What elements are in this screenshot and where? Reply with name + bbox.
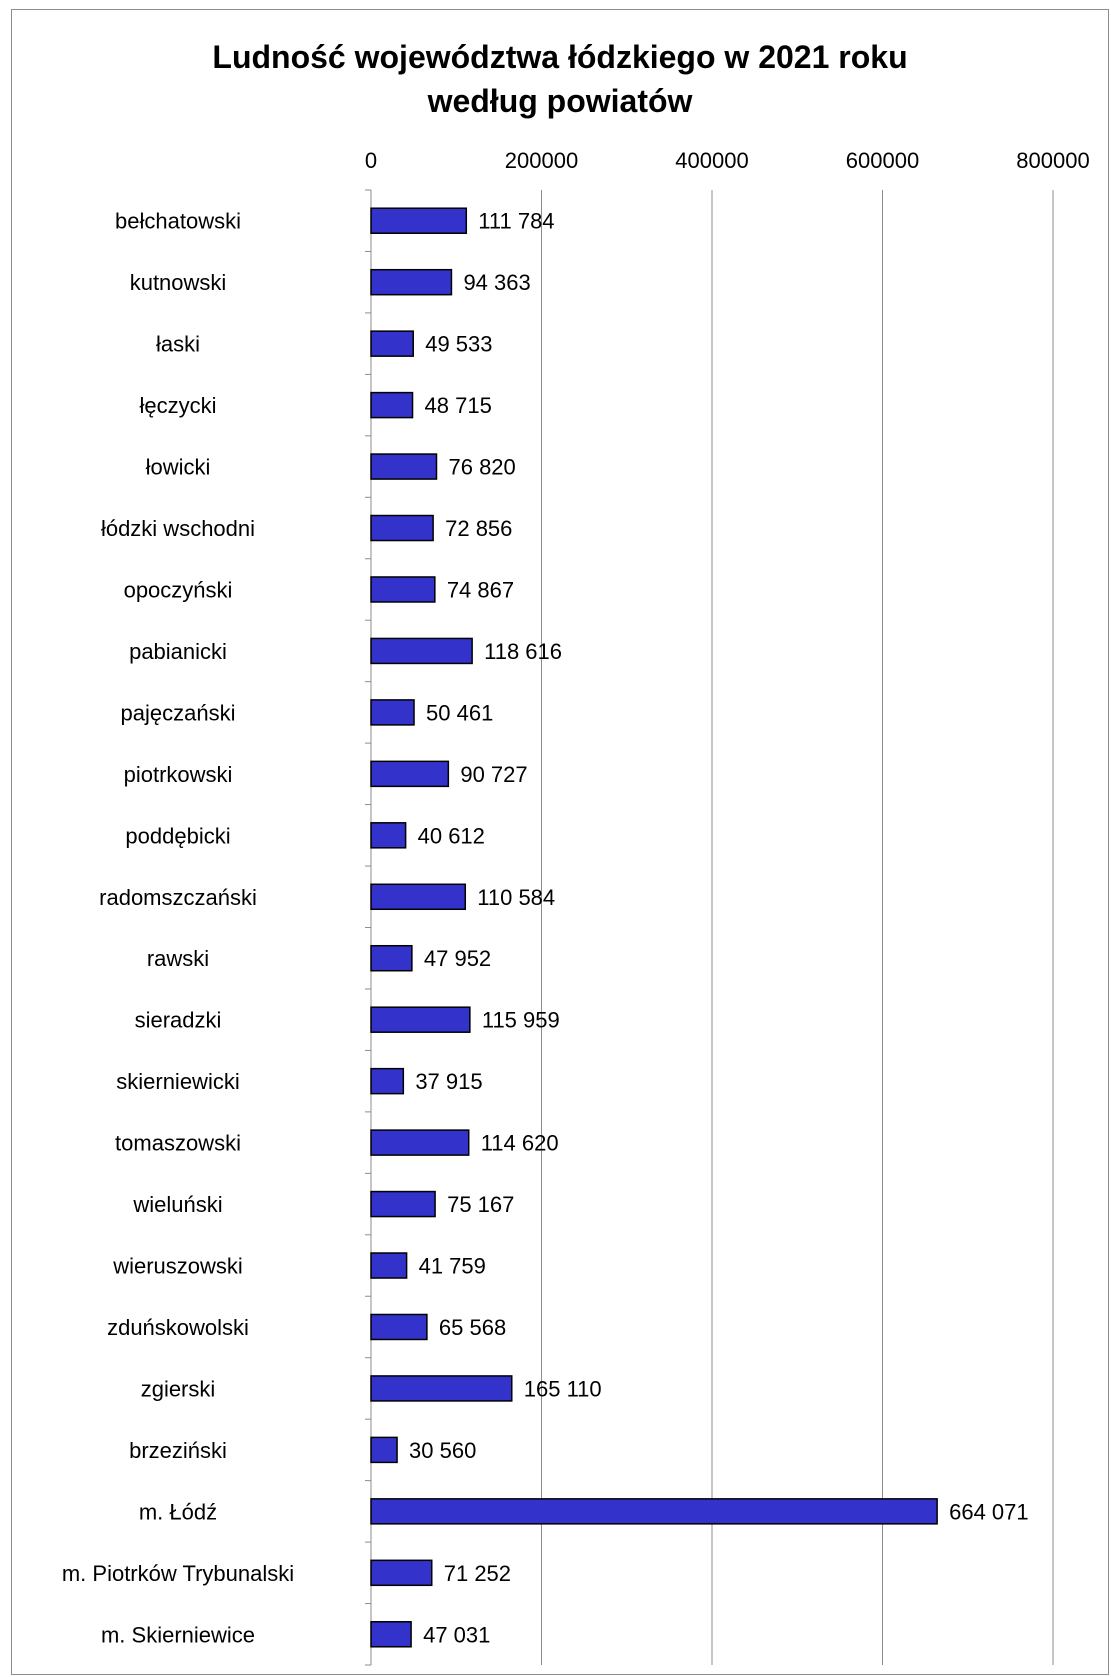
chart-title-line-1: Ludność województwa łódzkiego w 2021 rok…: [212, 39, 908, 75]
data-label: 65 568: [439, 1315, 506, 1340]
data-label: 37 915: [415, 1069, 482, 1094]
bar: [370, 268, 453, 296]
bar: [370, 1129, 470, 1156]
x-tick-label: 800000: [1016, 148, 1089, 173]
data-label: 41 759: [419, 1254, 486, 1279]
category-label: m. Łódź: [139, 1499, 217, 1524]
bar: [370, 1498, 938, 1525]
data-label: 48 715: [425, 393, 492, 418]
category-label: tomaszowski: [115, 1131, 241, 1156]
chart-subtitle: według powiatów: [427, 83, 693, 119]
category-label: zduńskowolski: [107, 1315, 249, 1340]
data-label: 47 031: [423, 1622, 490, 1647]
bar: [370, 760, 450, 788]
data-label: 110 584: [477, 885, 555, 910]
bar: [370, 1252, 408, 1279]
category-label: wieluński: [132, 1192, 222, 1217]
data-label: 40 612: [418, 823, 485, 848]
category-label: piotrkowski: [124, 762, 233, 787]
category-label: kutnowski: [130, 270, 227, 295]
category-label: poddębicki: [125, 823, 230, 848]
data-label: 49 533: [425, 332, 492, 357]
data-label: 74 867: [447, 577, 514, 602]
category-label: zgierski: [141, 1376, 216, 1401]
data-label: 50 461: [426, 700, 493, 725]
category-label: skierniewicki: [116, 1069, 239, 1094]
bar: [370, 1621, 412, 1648]
data-label: 76 820: [448, 455, 515, 480]
bar: [370, 883, 467, 911]
bar: [370, 944, 413, 972]
data-label: 72 856: [445, 516, 512, 541]
bar: [370, 453, 438, 480]
data-label: 118 616: [484, 639, 562, 664]
bar: [370, 391, 414, 419]
bar: [370, 514, 434, 542]
category-label: rawski: [147, 946, 209, 971]
category-label: pajęczański: [121, 700, 236, 725]
bar: [370, 207, 468, 234]
category-label: łowicki: [146, 455, 211, 480]
data-label: 30 560: [409, 1438, 476, 1463]
bar: [370, 699, 415, 726]
data-label: 71 252: [444, 1561, 511, 1586]
chart-frame: [11, 9, 1109, 1675]
bar: [370, 1436, 398, 1464]
data-label: 47 952: [424, 946, 491, 971]
bar: [370, 637, 473, 665]
x-tick-label: 0: [365, 148, 377, 173]
bar: [370, 330, 414, 357]
category-label: pabianicki: [129, 639, 227, 664]
category-label: łódzki wschodni: [101, 516, 255, 541]
bar: [370, 822, 407, 849]
data-label: 111 784: [478, 209, 554, 234]
bar: [370, 576, 436, 603]
data-label: 90 727: [460, 762, 527, 787]
category-label: radomszczański: [99, 885, 257, 910]
bar: [370, 1559, 433, 1587]
bar: [370, 1313, 428, 1341]
data-label: 115 959: [482, 1008, 560, 1033]
x-tick-label: 200000: [505, 148, 578, 173]
data-label: 114 620: [481, 1131, 559, 1156]
category-label: sieradzki: [135, 1008, 222, 1033]
data-label: 664 071: [949, 1499, 1029, 1524]
data-label: 165 110: [524, 1376, 602, 1401]
category-label: wieruszowski: [112, 1254, 243, 1279]
category-label: bełchatowski: [115, 209, 241, 234]
chart-title: Ludność województwa łódzkiego w 2021 rok…: [11, 35, 1109, 123]
bar: [370, 1190, 436, 1218]
bar: [370, 1067, 405, 1095]
data-label: 75 167: [447, 1192, 514, 1217]
category-label: m. Skierniewice: [101, 1622, 255, 1647]
data-label: 94 363: [463, 270, 530, 295]
x-tick-label: 600000: [846, 148, 919, 173]
bar: [370, 1006, 471, 1033]
category-label: m. Piotrków Trybunalski: [62, 1561, 294, 1586]
category-label: brzeziński: [129, 1438, 227, 1463]
bar: [370, 1375, 513, 1402]
category-label: łęczycki: [139, 393, 216, 418]
category-label: opoczyński: [124, 577, 233, 602]
category-label: łaski: [156, 332, 200, 357]
x-tick-label: 400000: [675, 148, 748, 173]
